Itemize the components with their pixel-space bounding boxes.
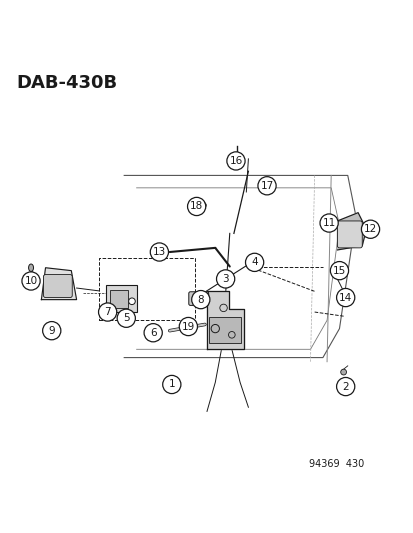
Circle shape: [43, 321, 61, 340]
Circle shape: [150, 243, 168, 261]
FancyBboxPatch shape: [337, 221, 361, 248]
FancyBboxPatch shape: [109, 290, 128, 308]
Circle shape: [98, 303, 116, 321]
Text: 8: 8: [197, 295, 204, 305]
Ellipse shape: [223, 277, 230, 282]
Circle shape: [233, 157, 240, 164]
FancyBboxPatch shape: [209, 317, 240, 343]
Circle shape: [340, 369, 346, 375]
Text: 4: 4: [251, 257, 257, 268]
Polygon shape: [206, 292, 244, 349]
Text: 7: 7: [104, 307, 111, 317]
Text: 17: 17: [260, 181, 273, 191]
Circle shape: [319, 214, 337, 232]
Circle shape: [226, 152, 244, 170]
Circle shape: [117, 309, 135, 327]
Text: 18: 18: [190, 201, 203, 212]
Text: 15: 15: [332, 265, 345, 276]
Circle shape: [216, 270, 234, 288]
FancyBboxPatch shape: [43, 274, 72, 297]
Text: 16: 16: [229, 156, 242, 166]
Circle shape: [191, 290, 209, 309]
Text: 94369  430: 94369 430: [309, 458, 363, 469]
Circle shape: [251, 260, 261, 269]
Text: 5: 5: [123, 313, 129, 323]
Circle shape: [245, 253, 263, 271]
Text: 9: 9: [48, 326, 55, 336]
Circle shape: [187, 197, 205, 215]
Ellipse shape: [259, 180, 270, 188]
Circle shape: [257, 176, 275, 195]
FancyBboxPatch shape: [188, 292, 208, 305]
Text: 1: 1: [168, 379, 175, 390]
Circle shape: [128, 298, 135, 304]
Circle shape: [144, 324, 162, 342]
Text: 10: 10: [24, 276, 38, 286]
Text: 11: 11: [322, 218, 335, 228]
Text: 2: 2: [342, 382, 348, 392]
Text: 19: 19: [181, 321, 195, 332]
Polygon shape: [41, 268, 76, 300]
Circle shape: [330, 262, 348, 280]
Text: 3: 3: [222, 274, 228, 284]
Circle shape: [361, 220, 379, 238]
Text: 14: 14: [338, 293, 351, 303]
Text: 6: 6: [150, 328, 156, 338]
Text: DAB-430B: DAB-430B: [17, 74, 117, 92]
Circle shape: [336, 377, 354, 395]
Circle shape: [336, 288, 354, 306]
Ellipse shape: [197, 202, 206, 208]
Circle shape: [179, 318, 197, 336]
Text: 13: 13: [152, 247, 166, 257]
Circle shape: [22, 272, 40, 290]
Ellipse shape: [28, 264, 33, 271]
FancyBboxPatch shape: [105, 285, 136, 312]
Polygon shape: [337, 213, 366, 250]
Circle shape: [162, 375, 180, 393]
Text: 12: 12: [363, 224, 376, 234]
